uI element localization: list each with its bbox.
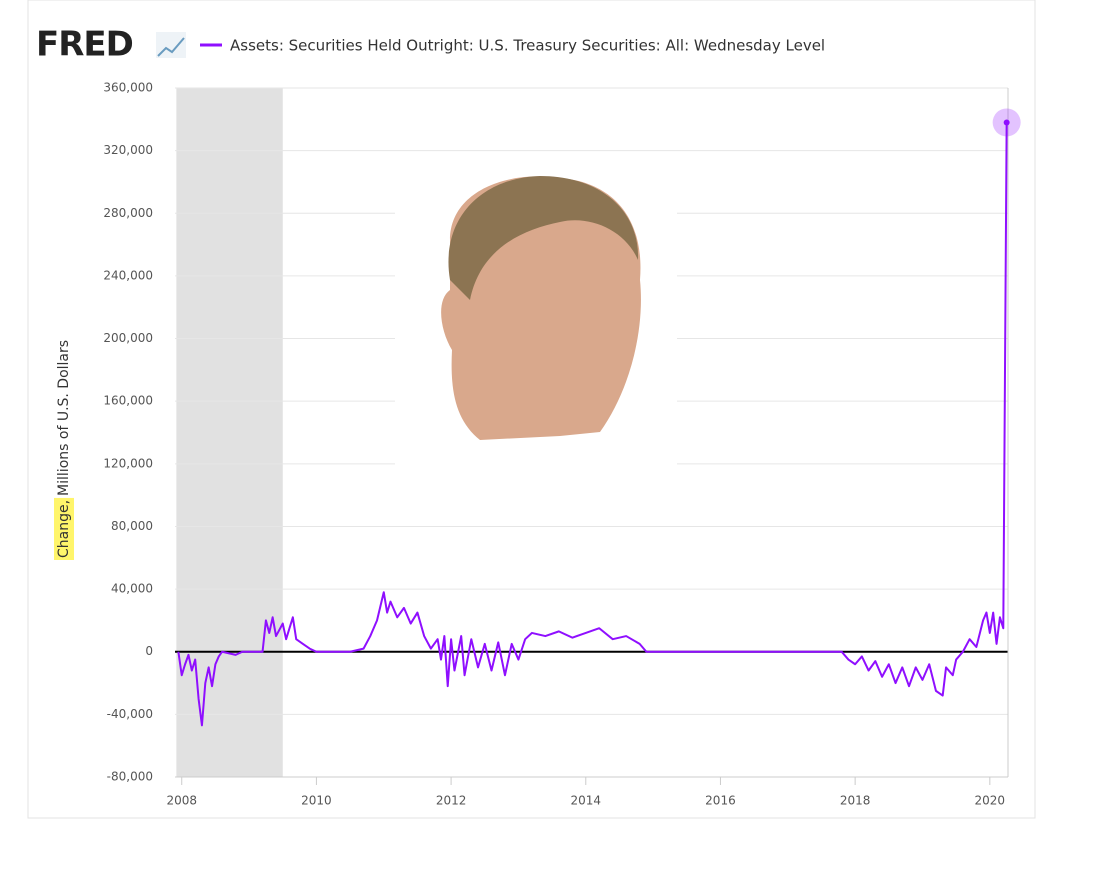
- face-image: [395, 155, 677, 470]
- y-tick-label: -40,000: [107, 707, 153, 721]
- y-axis-label: Change,: [56, 500, 72, 558]
- x-tick-label: 2018: [840, 794, 871, 808]
- y-tick-label: 240,000: [103, 268, 153, 282]
- y-tick-label: 360,000: [103, 81, 153, 95]
- y-tick-label: 320,000: [103, 143, 153, 157]
- y-tick-label: 120,000: [103, 456, 153, 470]
- x-tick-label: 2020: [975, 794, 1006, 808]
- y-tick-label: 200,000: [103, 331, 153, 345]
- y-tick-label: -80,000: [107, 770, 153, 784]
- y-tick-label: 280,000: [103, 206, 153, 220]
- y-tick-label: 0: [145, 644, 153, 658]
- logo: FRED: [36, 25, 133, 65]
- ylabel-highlight: [54, 497, 74, 560]
- x-tick-label: 2012: [436, 794, 467, 808]
- x-tick-label: 2014: [571, 794, 602, 808]
- last-point: [1003, 119, 1010, 126]
- y-tick-label: 160,000: [103, 394, 153, 408]
- x-tick-label: 2010: [301, 794, 332, 808]
- y-tick-label: 80,000: [111, 519, 153, 533]
- data-line: [177, 122, 1008, 727]
- y-axis-label: Millions of U.S. Dollars: [56, 340, 72, 496]
- recession-shade: [176, 88, 283, 777]
- y-tick-label: 40,000: [111, 582, 153, 596]
- x-tick-label: 2008: [166, 794, 197, 808]
- x-tick-label: 2016: [705, 794, 736, 808]
- legend-label: Assets: Securities Held Outright: U.S. T…: [230, 37, 825, 55]
- logo-icon: [156, 32, 186, 58]
